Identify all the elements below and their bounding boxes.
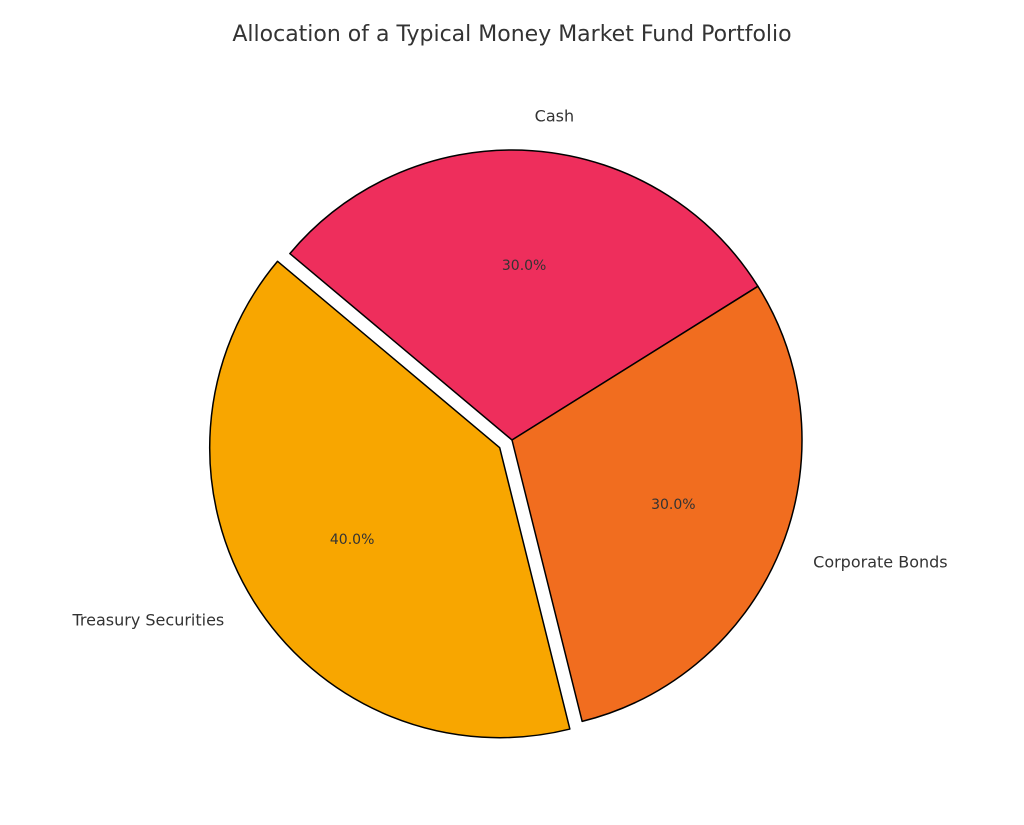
pie-chart: Allocation of a Typical Money Market Fun… [0, 0, 1024, 825]
slice-label-corporate-bonds: Corporate Bonds [813, 552, 947, 571]
slice-label-cash: Cash [535, 106, 574, 125]
slice-pct-corporate-bonds: 30.0% [651, 497, 695, 513]
slice-pct-cash: 30.0% [502, 258, 546, 274]
slice-pct-treasury-securities: 40.0% [330, 532, 374, 548]
pie-svg [0, 0, 1024, 825]
slice-label-treasury-securities: Treasury Securities [72, 610, 224, 629]
